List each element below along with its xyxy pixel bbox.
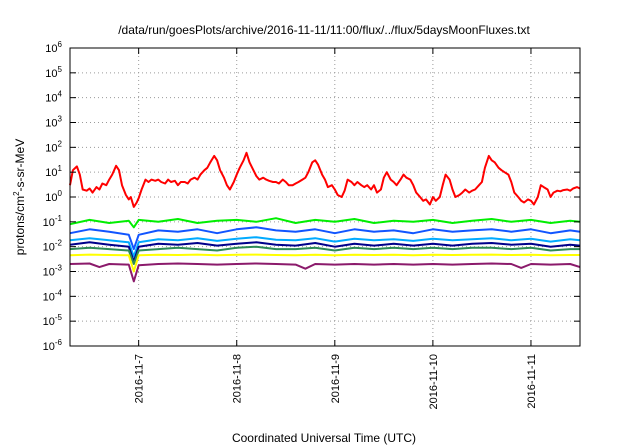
y-tick-label: 104 [45,90,62,105]
series-line-4 [69,236,581,258]
x-tick-label: 2016-11-8 [232,354,244,403]
y-axis-label-sup: 2 [12,191,21,196]
y-tick-base: 10 [43,316,55,328]
y-tick-base: 10 [45,167,57,179]
y-axis-label-base: protons/cm [13,196,27,255]
x-tick-label: 2016-11-9 [330,354,342,403]
y-tick-label: 10-3 [43,264,63,279]
y-tick-exp: -2 [55,239,63,248]
series-line-1 [69,151,581,208]
y-tick-label: 10-6 [43,338,63,353]
y-tick-label: 106 [45,40,62,55]
series-line-7 [69,253,580,273]
y-tick-label: 10-1 [43,214,63,229]
y-axis-label-rest: -s-sr-MeV [13,139,27,192]
y-tick-base: 10 [45,192,57,204]
x-tick-label: 2016-11-11 [526,354,538,409]
y-axis-label: protons/cm2-s-sr-MeV [12,139,27,255]
y-tick-base: 10 [45,93,57,105]
series-line-2 [69,217,581,229]
y-tick-label: 103 [45,115,62,130]
grid [70,48,580,346]
chart-title: /data/run/goesPlots/archive/2016-11-11/1… [118,23,530,37]
y-tick-exp: 2 [58,139,63,148]
y-tick-exp: 0 [58,189,63,198]
y-tick-base: 10 [43,217,55,229]
y-tick-label: 10-5 [43,313,63,328]
y-tick-label: 101 [45,164,62,179]
x-axis-ticks: 2016-11-7 2016-11-8 2016-11-9 2016-11-10 201… [134,48,538,409]
y-tick-base: 10 [45,118,57,130]
y-tick-exp: -4 [55,288,63,297]
y-tick-label: 102 [45,139,62,154]
y-tick-exp: -1 [55,214,63,223]
y-tick-base: 10 [45,43,57,55]
series-line-5 [69,241,581,263]
y-tick-exp: 6 [58,40,63,49]
y-tick-exp: -5 [55,313,63,322]
y-tick-base: 10 [43,267,55,279]
x-axis-label: Coordinated Universal Time (UTC) [232,431,416,445]
y-tick-exp: 5 [58,65,63,74]
y-tick-exp: 3 [58,115,63,124]
y-tick-base: 10 [45,142,57,154]
y-tick-exp: 4 [58,90,63,99]
series-line-8 [69,262,581,283]
y-tick-label: 105 [45,65,62,80]
y-tick-label: 10-2 [43,239,63,254]
y-axis-ticks: 10-610-510-410-310-210-11001011021031041… [43,40,580,353]
y-tick-base: 10 [43,242,55,254]
y-tick-exp: -3 [55,264,63,273]
series-line-3 [69,226,581,251]
y-tick-label: 10-4 [43,288,63,303]
x-tick-label: 2016-11-7 [134,354,146,403]
series-group [69,151,581,283]
y-tick-exp: 1 [58,164,63,173]
x-tick-label: 2016-11-10 [428,354,440,409]
y-tick-exp: -6 [55,338,63,347]
y-tick-base: 10 [43,341,55,353]
series-line-6 [69,245,580,265]
y-tick-base: 10 [45,68,57,80]
y-tick-label: 100 [45,189,62,204]
y-tick-base: 10 [43,291,55,303]
